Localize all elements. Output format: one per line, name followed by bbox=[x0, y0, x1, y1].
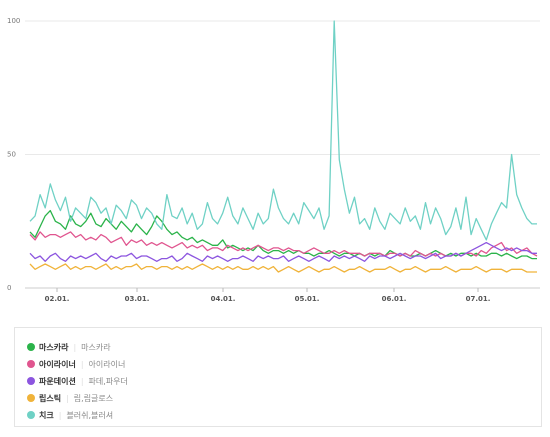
legend-item-cheek[interactable]: 치크 | 블러쉬,블러셔 bbox=[27, 409, 113, 421]
x-tick-label: 06.01. bbox=[382, 295, 407, 303]
gridlines bbox=[25, 20, 540, 289]
y-axis-ticks: 0 50 100 bbox=[7, 17, 20, 292]
y-tick-label: 0 bbox=[7, 284, 11, 292]
legend: 마스카라 | 마스카라 아이라이너 | 아이라이너 파운데이션 | 파데,파우더… bbox=[14, 327, 542, 427]
legend-swatch bbox=[27, 394, 35, 402]
x-tick-label: 05.01. bbox=[295, 295, 320, 303]
legend-terms: 파데,파우더 bbox=[88, 376, 128, 386]
legend-item-mascara[interactable]: 마스카라 | 마스카라 bbox=[27, 341, 111, 353]
series-lines bbox=[29, 20, 538, 273]
legend-terms: 립,립글로스 bbox=[73, 393, 114, 403]
legend-item-foundation[interactable]: 파운데이션 | 파데,파우더 bbox=[27, 375, 128, 387]
series-line-립스틱 bbox=[29, 263, 537, 273]
legend-label: 마스카라 bbox=[39, 342, 69, 352]
legend-terms: 아이라이너 bbox=[88, 359, 126, 369]
series-line-마스카라 bbox=[29, 209, 537, 260]
x-tick-label: 04.01. bbox=[211, 295, 236, 303]
legend-separator: | bbox=[80, 376, 84, 386]
y-tick-label: 50 bbox=[7, 151, 16, 159]
legend-separator: | bbox=[58, 410, 62, 420]
legend-terms: 마스카라 bbox=[81, 342, 111, 352]
legend-label: 파운데이션 bbox=[39, 376, 76, 386]
legend-swatch bbox=[27, 343, 35, 351]
legend-separator: | bbox=[80, 359, 84, 369]
legend-separator: | bbox=[66, 393, 69, 403]
legend-swatch bbox=[27, 360, 35, 368]
legend-item-lipstick[interactable]: 립스틱 | 립,립글로스 bbox=[27, 392, 113, 404]
x-axis-ticks: 02.01. 03.01. 04.01. 05.01. 06.01. 07.01. bbox=[45, 288, 491, 303]
legend-swatch bbox=[27, 377, 35, 385]
legend-label: 아이라이너 bbox=[39, 359, 76, 369]
y-tick-label: 100 bbox=[7, 17, 20, 25]
line-chart: 0 50 100 02.01. 03.01. 04.01. 05.01. 06.01. 07.… bbox=[7, 17, 540, 303]
x-tick-label: 02.01. bbox=[45, 295, 70, 303]
legend-terms: 블러쉬,블러셔 bbox=[66, 410, 114, 420]
x-tick-label: 03.01. bbox=[125, 295, 150, 303]
series-line-파운데이션 bbox=[29, 241, 537, 262]
series-line-치크 bbox=[29, 20, 537, 241]
series-line-아이라이너 bbox=[29, 231, 538, 257]
legend-item-eyeliner[interactable]: 아이라이너 | 아이라이너 bbox=[27, 358, 125, 370]
legend-separator: | bbox=[73, 342, 77, 352]
x-tick-label: 07.01. bbox=[466, 295, 491, 303]
legend-swatch bbox=[27, 411, 35, 419]
legend-label: 치크 bbox=[39, 410, 54, 420]
legend-label: 립스틱 bbox=[39, 393, 62, 403]
